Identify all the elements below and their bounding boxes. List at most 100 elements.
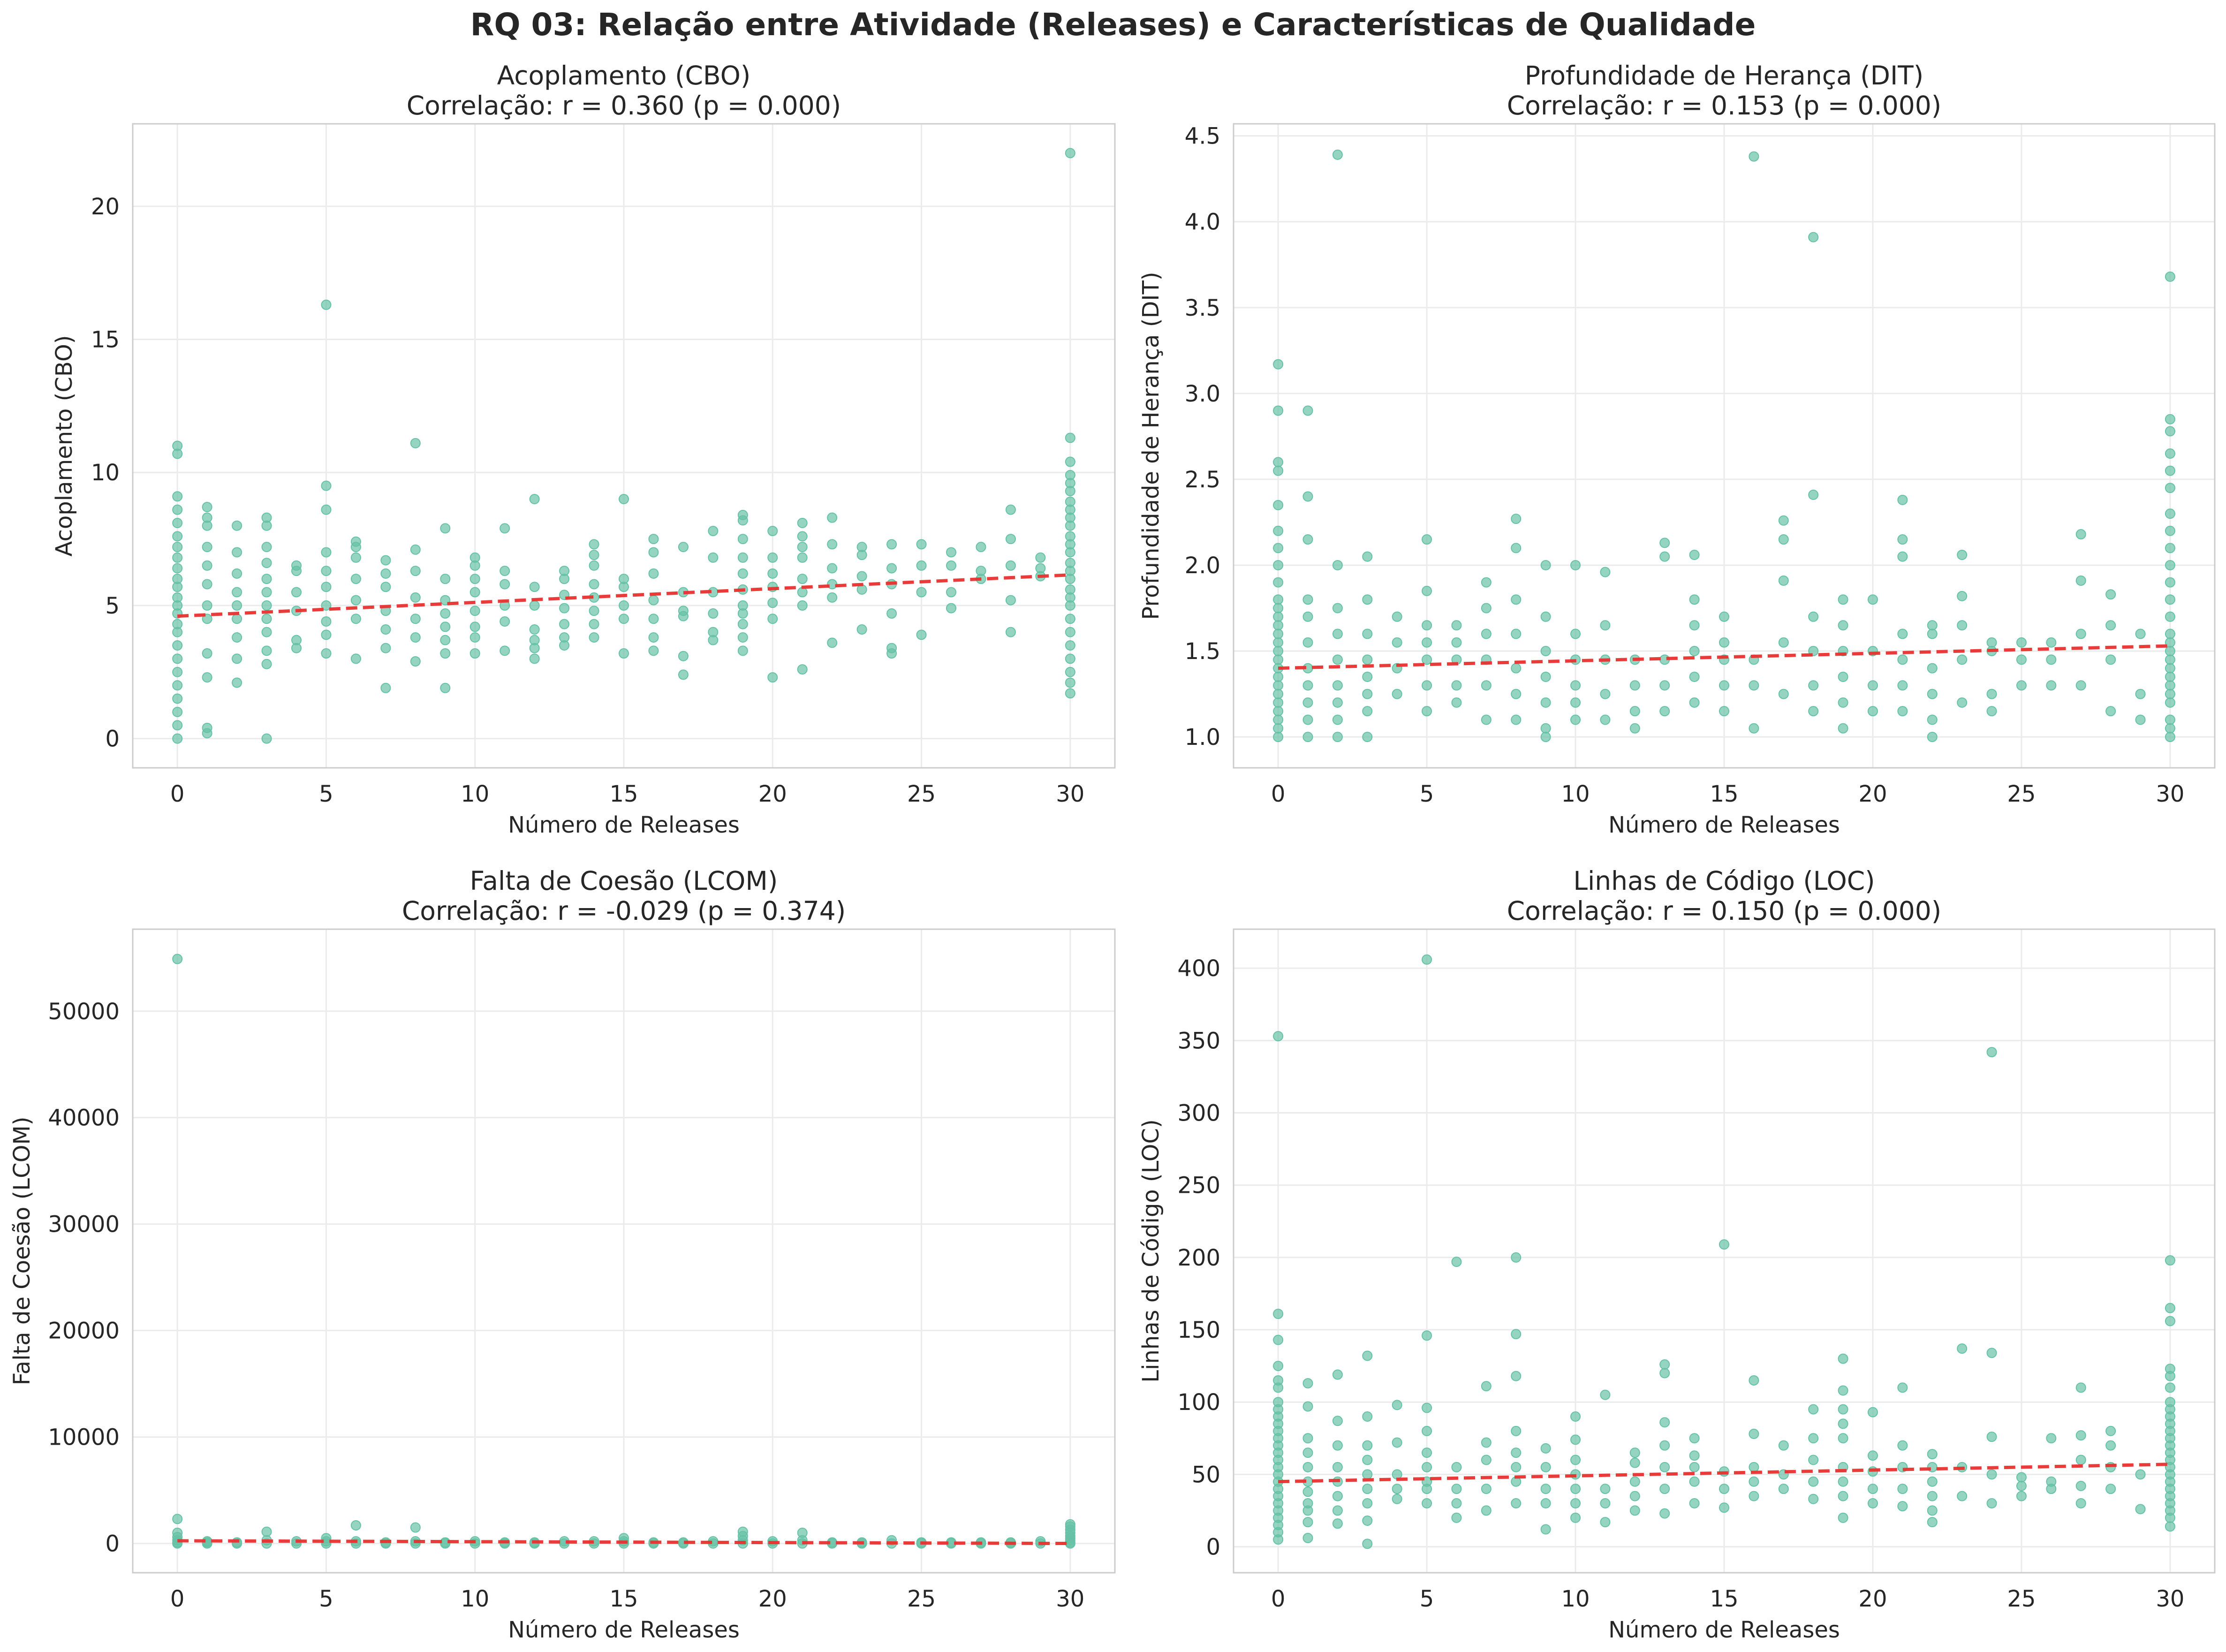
data-point bbox=[1897, 629, 1908, 639]
data-point bbox=[350, 614, 361, 624]
data-point bbox=[261, 558, 272, 568]
data-point bbox=[410, 632, 421, 643]
data-point bbox=[1957, 1343, 1968, 1354]
data-point bbox=[2165, 448, 2175, 459]
scatter-points bbox=[1273, 954, 2175, 1549]
data-point bbox=[232, 677, 242, 688]
data-point bbox=[1422, 1447, 1432, 1458]
data-point bbox=[1838, 1418, 1848, 1429]
data-point bbox=[2165, 525, 2175, 536]
y-tick-label: 300 bbox=[1177, 1100, 1220, 1127]
data-point bbox=[1749, 151, 1759, 162]
data-point bbox=[2105, 589, 2116, 600]
data-point bbox=[1362, 629, 1373, 639]
data-point bbox=[469, 632, 480, 643]
data-point bbox=[202, 672, 212, 683]
data-point bbox=[172, 491, 183, 502]
data-point bbox=[886, 643, 897, 653]
data-point bbox=[1778, 1440, 1789, 1451]
data-point bbox=[797, 664, 808, 675]
x-axis-label: Número de Releases bbox=[1608, 1617, 1840, 1643]
data-point bbox=[1273, 646, 1284, 657]
data-point bbox=[708, 627, 719, 637]
data-point bbox=[2075, 680, 2086, 691]
data-point bbox=[1570, 1498, 1581, 1509]
data-point bbox=[767, 672, 778, 683]
data-point bbox=[589, 632, 599, 643]
data-point bbox=[2075, 1481, 2086, 1492]
data-point bbox=[589, 550, 599, 561]
chart-subtitle: Correlação: r = -0.029 (p = 0.374) bbox=[402, 896, 846, 926]
data-point bbox=[1749, 723, 1759, 734]
data-point bbox=[1273, 457, 1284, 468]
x-tick-label: 10 bbox=[1561, 781, 1590, 807]
data-point bbox=[1867, 1498, 1878, 1509]
data-point bbox=[1600, 689, 1611, 699]
x-tick-label: 15 bbox=[609, 781, 638, 807]
data-point bbox=[350, 1520, 361, 1531]
data-point bbox=[350, 536, 361, 547]
data-point bbox=[1838, 1404, 1848, 1415]
data-point bbox=[2165, 594, 2175, 605]
data-point bbox=[321, 547, 332, 558]
data-point bbox=[1629, 1457, 1640, 1468]
data-point bbox=[1540, 1484, 1551, 1494]
data-point bbox=[232, 653, 242, 664]
y-tick-label: 10 bbox=[91, 460, 120, 486]
x-tick-label: 30 bbox=[1056, 1586, 1084, 1612]
data-point bbox=[1273, 1334, 1284, 1345]
data-point bbox=[1332, 714, 1343, 725]
data-point bbox=[261, 733, 272, 744]
data-point bbox=[2105, 1440, 2116, 1451]
data-point bbox=[2135, 1504, 2146, 1515]
data-point bbox=[172, 504, 183, 515]
y-tick-label: 350 bbox=[1177, 1028, 1220, 1054]
data-point bbox=[946, 603, 956, 614]
data-point bbox=[559, 632, 570, 643]
data-point bbox=[1659, 1462, 1670, 1472]
data-point bbox=[1451, 620, 1462, 631]
y-tick-label: 10000 bbox=[48, 1425, 120, 1451]
scatter-points bbox=[1273, 149, 2175, 743]
data-point bbox=[1273, 1309, 1284, 1319]
x-tick-label: 5 bbox=[319, 781, 333, 807]
data-point bbox=[1957, 620, 1968, 631]
data-point bbox=[1362, 1440, 1373, 1451]
data-point bbox=[1986, 706, 1997, 717]
x-tick-label: 10 bbox=[1561, 1586, 1590, 1612]
data-point bbox=[767, 526, 778, 537]
chart-subtitle: Correlação: r = 0.360 (p = 0.000) bbox=[407, 91, 841, 121]
data-point bbox=[1065, 640, 1075, 651]
y-tick-label: 0 bbox=[105, 1531, 120, 1557]
data-point bbox=[202, 560, 212, 571]
data-point bbox=[1511, 629, 1522, 639]
x-axis-label: Número de Releases bbox=[508, 812, 740, 838]
data-point bbox=[619, 648, 629, 659]
data-point bbox=[1273, 611, 1284, 622]
data-point bbox=[827, 592, 838, 603]
data-point bbox=[2075, 1498, 2086, 1509]
data-point bbox=[321, 1533, 332, 1544]
data-point bbox=[1838, 1491, 1848, 1501]
data-point bbox=[1273, 603, 1284, 614]
data-point bbox=[1659, 538, 1670, 548]
data-point bbox=[172, 1527, 183, 1538]
data-point bbox=[1511, 1252, 1522, 1263]
y-axis-label: Linhas de Código (LOC) bbox=[1138, 1119, 1164, 1382]
x-tick-label: 10 bbox=[461, 1586, 489, 1612]
data-point bbox=[2135, 629, 2146, 639]
data-point bbox=[589, 539, 599, 550]
data-point bbox=[1273, 689, 1284, 699]
data-point bbox=[410, 566, 421, 576]
data-point bbox=[172, 531, 183, 542]
data-point bbox=[797, 600, 808, 611]
y-tick-label: 0 bbox=[1206, 1534, 1220, 1561]
data-point bbox=[1362, 1484, 1373, 1494]
data-point bbox=[1629, 1476, 1640, 1487]
y-tick-label: 150 bbox=[1177, 1317, 1220, 1343]
x-axis-label: Número de Releases bbox=[508, 1617, 740, 1643]
data-point bbox=[1273, 577, 1284, 588]
data-point bbox=[261, 1526, 272, 1537]
data-point bbox=[1897, 654, 1908, 665]
data-point bbox=[350, 552, 361, 563]
